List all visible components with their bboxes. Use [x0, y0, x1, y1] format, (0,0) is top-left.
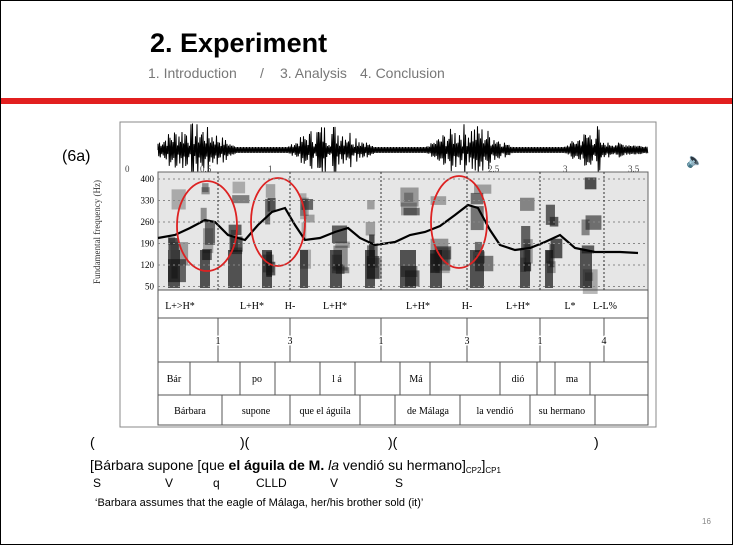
sentence-italic: la — [328, 457, 339, 473]
syllable-label: po — [252, 374, 262, 385]
spectrogram-band — [520, 198, 534, 211]
spectrogram-band — [205, 221, 215, 245]
tone-label: L-L% — [593, 301, 617, 312]
sentence-text: [Bárbara supone [que — [90, 457, 229, 473]
time-tick-label: 3 — [563, 164, 568, 174]
syllable-label: Má — [409, 374, 423, 385]
nav-item: 1. Introduction — [148, 65, 237, 81]
time-tick-label: 0 — [125, 164, 130, 174]
time-tick-label: 2.5 — [488, 164, 500, 174]
spectrogram-band — [400, 187, 418, 206]
syllable-label: ma — [566, 374, 579, 385]
break-index: 1 — [379, 336, 384, 347]
f0-tick-label: 120 — [141, 260, 155, 270]
gloss-item: V — [330, 476, 338, 490]
break-index: 3 — [288, 336, 293, 347]
gloss-item: S — [93, 476, 101, 490]
break-index: 3 — [465, 336, 470, 347]
example-label: (6a) — [62, 148, 90, 165]
spectrogram-band — [365, 250, 375, 288]
bracket: ( — [90, 434, 95, 450]
tone-label: L+H* — [406, 301, 430, 312]
spectrogram-band — [471, 206, 484, 230]
spectrogram-band — [580, 250, 592, 288]
time-tick-label: 0.5 — [200, 164, 212, 174]
spectrogram-band — [266, 184, 275, 198]
slide-title: 2. Experiment — [150, 28, 327, 58]
spectrogram-band — [200, 250, 210, 288]
gloss-item: S — [395, 476, 403, 490]
spectrogram-band — [400, 250, 416, 288]
tone-label: L+>H* — [165, 301, 195, 312]
slide: 2. Experiment 1. Introduction / 3. Analy… — [0, 0, 733, 545]
spectrogram-band — [265, 199, 270, 225]
break-index: 4 — [602, 336, 607, 347]
syllable-label: dió — [512, 374, 525, 385]
f0-tick-label: 330 — [141, 196, 155, 206]
spectrogram-band — [330, 250, 342, 288]
spectrogram-band — [404, 208, 420, 216]
nav-separator: / — [260, 65, 264, 81]
nav-item: 3. Analysis — [280, 65, 347, 81]
gloss-item: CLLD — [256, 476, 287, 490]
gloss-item: V — [165, 476, 173, 490]
translation: ‘Barbara assumes that the eagle of Málag… — [95, 497, 423, 509]
nav-item: 4. Conclusion — [360, 65, 445, 81]
tone-label: L+H* — [240, 301, 264, 312]
y-axis-label: Fundamental frequency (Hz) — [92, 180, 102, 284]
tone-label: H- — [462, 301, 473, 312]
tone-label: L+H* — [506, 301, 530, 312]
time-tick-label: 3.5 — [628, 164, 640, 174]
f0-tick-label: 260 — [141, 217, 155, 227]
bracket: )( — [240, 434, 250, 450]
spectrogram-band — [300, 250, 308, 288]
word-label: Bárbara — [174, 406, 206, 417]
break-index: 1 — [538, 336, 543, 347]
spectrogram-band — [520, 250, 530, 288]
syllable-label: Bár — [167, 374, 182, 385]
break-index: 1 — [216, 336, 221, 347]
bracket: )( — [388, 434, 398, 450]
sentence-text: vendió su hermano] — [339, 457, 466, 473]
tone-label: L* — [564, 301, 575, 312]
sentence-subscript: CP1 — [485, 466, 501, 475]
spectrogram-band — [262, 250, 272, 288]
word-label: de Málaga — [407, 406, 449, 417]
spectrogram-band — [367, 200, 374, 209]
speaker-icon[interactable]: 🔈 — [686, 152, 703, 169]
spectrogram-band — [232, 195, 249, 203]
tone-label: H- — [285, 301, 296, 312]
f0-tick-label: 190 — [141, 239, 155, 249]
word-label: su hermano — [539, 406, 585, 417]
page-number: 16 — [702, 517, 711, 526]
praat-figure: Fundamental frequency (Hz) L+>H* L+H* H- L+… — [92, 122, 656, 427]
sentence-subscript: CP2 — [466, 466, 482, 475]
bracket: ) — [594, 434, 599, 450]
word-label: que el águila — [299, 406, 351, 417]
spectrogram-band — [168, 250, 180, 288]
spectrogram-band — [366, 222, 375, 236]
sentence-bold: el águila de M. — [229, 457, 325, 473]
f0-tick-label: 400 — [141, 174, 155, 184]
f0-tick-label: 50 — [145, 282, 155, 292]
spectrogram-band — [168, 238, 178, 250]
example-sentence: [Bárbara supone [que el águila de M. la … — [90, 457, 501, 475]
word-label: supone — [242, 406, 271, 417]
word-label: la vendió — [477, 406, 514, 417]
syllable-label: l á — [332, 374, 342, 385]
tone-label: L+H* — [323, 301, 347, 312]
spectrogram-band — [233, 182, 246, 194]
gloss-item: q — [213, 476, 220, 490]
spectrogram-band — [202, 183, 208, 192]
header-rule — [1, 98, 732, 104]
spectrogram-band — [545, 250, 553, 288]
time-tick-label: 1 — [268, 164, 273, 174]
